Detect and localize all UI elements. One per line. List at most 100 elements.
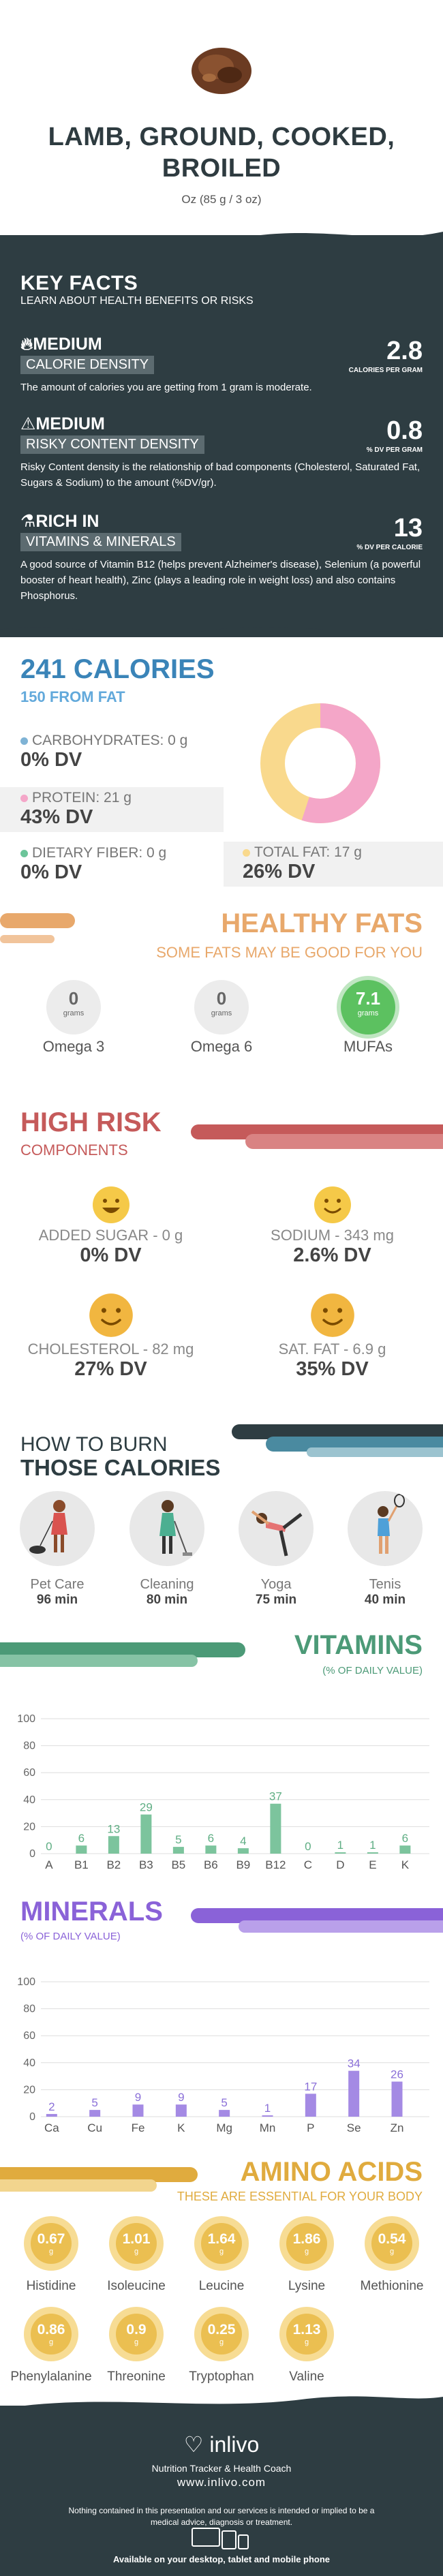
- key-facts-title: KEY FACTS: [20, 272, 138, 294]
- pet-care-icon: [29, 1500, 67, 1554]
- omega3-circle: 0 grams: [46, 980, 101, 1034]
- bar-B12: [270, 1803, 281, 1854]
- x-tick-label: P: [307, 2121, 314, 2134]
- bar-E: [367, 1852, 378, 1854]
- footer-disclaimer: Nothing contained in this presentation a…: [68, 2506, 375, 2527]
- keyfacts-wave-bottom: [0, 613, 443, 634]
- x-tick-label: B5: [171, 1858, 185, 1871]
- activity-tennis: Tenis 40 min: [331, 1491, 440, 1608]
- fact-calorie-density: 🔥︎MEDIUM CALORIE DENSITY 2.8 CALORIES PE…: [20, 335, 423, 393]
- y-tick-label: 0: [29, 2111, 35, 2123]
- risk-sat-fat: SAT. FAT - 6.9 g 35% DV: [222, 1293, 443, 1381]
- x-tick-label: B3: [139, 1858, 153, 1871]
- risk-sodium: SODIUM - 343 mg 2.6% DV: [222, 1186, 443, 1267]
- risk-added-sugar: ADDED SUGAR - 0 g 0% DV: [0, 1186, 222, 1267]
- y-tick-label: 100: [17, 1976, 35, 1988]
- y-tick-label: 80: [23, 2004, 35, 2015]
- amino-methionine: 0.54 g Methionine: [348, 2216, 436, 2294]
- minerals-subtitle: (% OF DAILY VALUE): [20, 1931, 121, 1942]
- fact-risky-content: ⚠︎MEDIUM RISKY CONTENT DENSITY 0.8 % DV …: [20, 414, 423, 489]
- x-tick-label: Fe: [132, 2121, 145, 2134]
- smile-face-icon: [89, 1293, 133, 1337]
- x-tick-label: Zn: [391, 2121, 404, 2134]
- amino-acids-title: AMINO ACIDS: [240, 2157, 423, 2187]
- bar-B2: [108, 1836, 119, 1854]
- bar-value-label: 17: [304, 2080, 317, 2093]
- yoga-icon: [251, 1510, 303, 1557]
- bar-value-label: 6: [208, 1832, 214, 1845]
- mufas-circle: 7.1 grams: [341, 980, 395, 1034]
- minerals-stripes-right: [191, 1908, 443, 1933]
- tennis-icon: [378, 1494, 405, 1554]
- omega6-label: Omega 6: [190, 1038, 253, 1055]
- x-tick-label: D: [336, 1858, 344, 1871]
- fats-stripes-left: [0, 913, 75, 943]
- healthy-fats-title: HEALTHY FATS: [221, 908, 423, 938]
- protein-dot: [20, 794, 28, 802]
- heart-icon: ♡: [183, 2432, 204, 2457]
- amino-isoleucine: 1.01 g Isoleucine: [92, 2216, 181, 2294]
- fiber-item: DIETARY FIBER: 0 g 0% DV: [20, 845, 167, 883]
- x-tick-label: Mn: [260, 2121, 276, 2134]
- y-tick-label: 80: [23, 1741, 35, 1752]
- page-title: LAMB, GROUND, COOKED, BROILED: [48, 123, 395, 183]
- bar-value-label: 6: [402, 1832, 408, 1845]
- bar-B6: [205, 1845, 217, 1854]
- bar-value-label: 1: [264, 2102, 271, 2115]
- cleaning-icon: [159, 1500, 192, 1556]
- vitamins-bar-chart: 0204060801000A6B113B229B35B56B64B937B120…: [17, 1713, 429, 1871]
- serving-size: Oz (85 g / 3 oz): [181, 193, 262, 206]
- carbs-dot: [20, 737, 28, 745]
- key-facts-section: KEY FACTS LEARN ABOUT HEALTH BENEFITS OR…: [0, 235, 443, 637]
- bar-value-label: 0: [46, 1840, 52, 1853]
- inlivo-logo-link[interactable]: ♡ inlivo: [183, 2432, 260, 2457]
- footer: ♡ inlivo Nutrition Tracker & Health Coac…: [0, 2406, 443, 2576]
- fat-item: TOTAL FAT: 17 g 26% DV: [224, 842, 443, 887]
- flame-icon: 🔥︎: [20, 335, 33, 354]
- amino-valine: 1.13 g Valine: [262, 2307, 351, 2385]
- x-tick-label: E: [369, 1858, 376, 1871]
- flask-icon: ⚗︎: [20, 512, 36, 531]
- food-image: [181, 30, 262, 105]
- bar-K: [399, 1845, 411, 1854]
- footer-url-link[interactable]: www.inlivo.com: [177, 2476, 266, 2489]
- x-tick-label: B6: [204, 1858, 218, 1871]
- y-tick-label: 60: [23, 2030, 35, 2042]
- amino-tryptophan: 0.25 g Tryptophan: [177, 2307, 266, 2385]
- y-tick-label: 40: [23, 1794, 35, 1806]
- fact-vitamins-minerals: ⚗︎RICH IN VITAMINS & MINERALS 13 % DV PE…: [20, 512, 423, 602]
- bar-value-label: 1: [337, 1839, 343, 1852]
- bar-Se: [348, 2070, 360, 2117]
- smile-face-icon: [314, 1186, 351, 1223]
- bar-value-label: 6: [78, 1832, 85, 1845]
- x-tick-label: Se: [347, 2121, 361, 2134]
- minerals-title: MINERALS: [20, 1897, 163, 1927]
- y-tick-label: 20: [23, 2084, 35, 2096]
- fiber-dot: [20, 849, 28, 857]
- smile-face-icon: [310, 1293, 354, 1337]
- activity-pet-care: Pet Care 96 min: [3, 1491, 112, 1608]
- bar-B9: [237, 1848, 249, 1854]
- bar-value-label: 2: [48, 2100, 55, 2113]
- fat-dot: [243, 848, 250, 857]
- burn-stripes-right: [232, 1424, 443, 1457]
- burn-title-line1: HOW TO BURN: [20, 1433, 168, 1456]
- bar-Mg: [219, 2110, 230, 2117]
- amino-phenylalanine: 0.86 g Phenylalanine: [7, 2307, 95, 2385]
- omega6-circle: 0 grams: [194, 980, 249, 1034]
- calories-title: 241 CALORIES: [20, 654, 215, 684]
- x-tick-label: B2: [106, 1858, 121, 1871]
- y-tick-label: 100: [17, 1713, 35, 1725]
- devices-icon: [192, 2528, 249, 2549]
- bar-Cu: [89, 2110, 101, 2117]
- x-tick-label: K: [401, 1858, 410, 1871]
- y-tick-label: 20: [23, 1821, 35, 1833]
- y-tick-label: 0: [29, 1848, 35, 1860]
- bar-value-label: 26: [391, 2068, 403, 2081]
- bar-Fe: [132, 2104, 144, 2117]
- x-tick-label: C: [304, 1858, 312, 1871]
- minerals-bar-chart: 0 20 40 60 80 100 2 Ca 5 Cu 9 Fe 9 K 5 Mg 1 Mn 17 P 34 Se 26 Zn: [17, 1976, 429, 2134]
- omega3-label: Omega 3: [42, 1038, 105, 1055]
- activity-yoga: Yoga 75 min: [222, 1491, 331, 1608]
- macro-donut-chart: [260, 703, 380, 823]
